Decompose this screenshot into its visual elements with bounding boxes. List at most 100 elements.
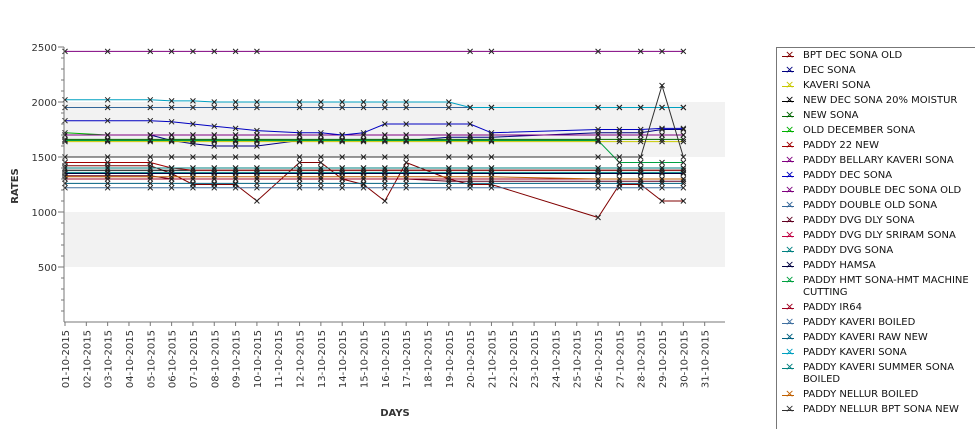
data-point — [190, 137, 196, 144]
data-point — [232, 136, 239, 143]
data-point — [659, 170, 665, 177]
legend-label: DEC SONA — [803, 64, 856, 76]
legend-item: × NEW SONA — [777, 108, 975, 123]
data-point — [339, 180, 346, 187]
data-point — [467, 138, 473, 145]
data-point — [360, 176, 367, 182]
data-point — [659, 82, 665, 89]
x-tick-label: 10-10-2015 — [253, 330, 264, 388]
x-tick-label: 20-10-2015 — [466, 330, 477, 388]
legend-item: × PADDY DVG SONA — [777, 243, 975, 258]
data-point — [296, 137, 303, 144]
data-point — [680, 48, 687, 55]
data-point — [445, 180, 452, 187]
data-point — [211, 143, 218, 149]
legend-item: × PADDY KAVERI RAW NEW — [777, 330, 975, 345]
data-point — [104, 48, 111, 55]
legend-swatch: × — [781, 198, 799, 212]
series-9 — [62, 117, 687, 138]
data-point — [616, 154, 623, 160]
legend-swatch: × — [781, 345, 799, 359]
legend-swatch: × — [781, 168, 799, 182]
data-point — [232, 173, 239, 180]
data-point — [296, 184, 303, 191]
data-point — [616, 165, 623, 171]
x-tick-label: 02-10-2015 — [82, 330, 93, 388]
data-point — [403, 165, 410, 171]
data-point — [104, 169, 111, 176]
legend-label: PADDY KAVERI SONA — [803, 346, 907, 358]
data-point — [211, 123, 218, 130]
data-point — [637, 136, 644, 143]
data-point — [445, 154, 452, 160]
x-tick-label: 17-10-2015 — [402, 330, 413, 388]
data-point — [147, 48, 154, 55]
data-point — [62, 137, 68, 144]
data-point — [296, 173, 303, 180]
series-23 — [62, 82, 687, 160]
data-point — [211, 137, 218, 144]
x-tick-label: 21-10-2015 — [487, 330, 498, 388]
data-point — [232, 132, 239, 138]
data-point — [318, 137, 324, 144]
data-point — [488, 165, 495, 171]
data-point — [211, 48, 218, 55]
data-point — [659, 136, 665, 143]
data-point — [616, 159, 623, 166]
data-point — [190, 98, 196, 104]
y-tick-label: 2500 — [32, 43, 57, 54]
data-point — [595, 154, 601, 160]
series-line — [65, 162, 684, 171]
data-point — [254, 176, 260, 182]
data-point — [467, 136, 473, 143]
legend-item: × NEW DEC SONA 20% MOISTUR — [777, 93, 975, 108]
data-point — [296, 180, 303, 187]
data-point — [254, 184, 260, 191]
data-point — [211, 169, 218, 176]
data-point — [62, 48, 68, 55]
data-point — [445, 99, 452, 105]
data-point — [62, 117, 68, 124]
data-point — [445, 138, 452, 145]
data-point — [211, 154, 218, 160]
data-point — [190, 165, 196, 171]
data-point — [254, 143, 260, 149]
data-point — [403, 99, 410, 105]
legend-item: × PADDY DVG DLY SRIRAM SONA — [777, 228, 975, 243]
legend-label: PADDY DVG DLY SRIRAM SONA — [803, 229, 956, 241]
x-tick-label: 03-10-2015 — [104, 330, 115, 388]
data-point — [104, 176, 111, 182]
series-3 — [62, 138, 687, 145]
x-tick-label: 06-10-2015 — [168, 330, 179, 388]
data-point — [147, 165, 154, 171]
legend-swatch: × — [781, 63, 799, 77]
legend-swatch: × — [781, 360, 799, 374]
series-layer — [62, 48, 687, 221]
data-point — [467, 178, 473, 185]
series-14 — [62, 169, 687, 176]
data-point — [381, 180, 388, 187]
legend-item: × PADDY 22 NEW — [777, 138, 975, 153]
data-point — [403, 176, 410, 182]
data-point — [232, 125, 239, 132]
legend-swatch: × — [781, 387, 799, 401]
legend-label: BPT DEC SONA OLD — [803, 49, 903, 61]
data-point — [232, 165, 239, 171]
data-point — [360, 180, 367, 187]
data-point — [381, 184, 388, 191]
data-point — [147, 154, 154, 160]
data-point — [318, 169, 324, 176]
data-point — [168, 132, 175, 138]
data-point — [232, 99, 239, 105]
legend-label: PADDY HMT SONA-HMT MACHINE CUTTING — [803, 274, 969, 298]
data-point — [616, 136, 623, 143]
legend-item: × KAVERI SONA — [777, 78, 975, 93]
data-point — [488, 129, 495, 136]
legend-label: PADDY DVG DLY SONA — [803, 214, 915, 226]
data-point — [445, 165, 452, 171]
legend-item: × PADDY HAMSA — [777, 258, 975, 273]
grid-band — [64, 212, 725, 267]
data-point — [403, 159, 410, 166]
data-point — [637, 169, 644, 176]
data-point — [616, 104, 623, 111]
